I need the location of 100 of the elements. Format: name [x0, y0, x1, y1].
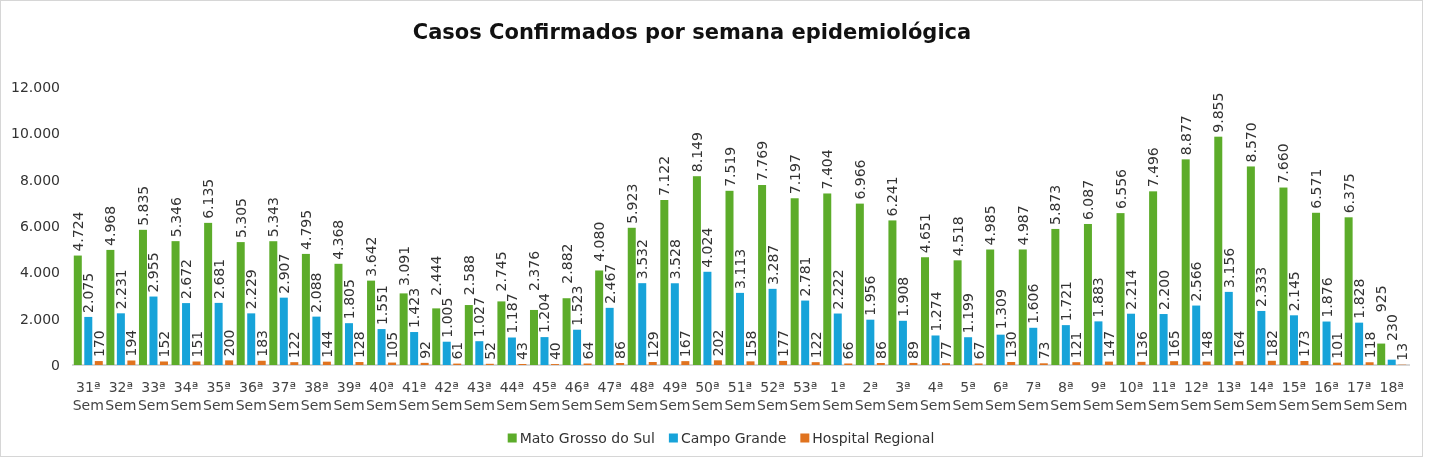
y-tick-label: 0	[51, 357, 60, 373]
bar	[1149, 191, 1158, 365]
data-label: 2.681	[210, 258, 227, 299]
bar	[713, 360, 722, 365]
bar	[1322, 321, 1331, 365]
bar	[801, 300, 810, 365]
data-label: 4.651	[917, 213, 934, 254]
bar	[1246, 166, 1255, 365]
bar	[301, 253, 310, 365]
data-label: 1.204	[536, 292, 553, 334]
data-label: 7.122	[656, 155, 673, 197]
data-label: 4.795	[297, 209, 314, 250]
x-tick-label: 38ª Sem	[300, 379, 332, 413]
data-label: 2.222	[829, 269, 846, 310]
bar	[367, 280, 376, 365]
data-label: 158	[742, 330, 759, 358]
data-label: 3.528	[666, 239, 683, 280]
x-tick-label: 3ª Sem	[887, 379, 919, 413]
data-label: 1.606	[1025, 283, 1042, 324]
data-label: 5.835	[134, 185, 151, 226]
bar	[1072, 362, 1081, 365]
x-tick-label: 45ª Sem	[528, 379, 561, 413]
bar	[790, 198, 799, 365]
y-tick-label: 10.000	[11, 125, 60, 142]
bar	[182, 303, 191, 365]
bar	[1094, 321, 1103, 365]
x-tick-label: 4ª Sem	[919, 379, 952, 413]
data-label: 925	[1373, 285, 1390, 313]
bar	[171, 241, 180, 365]
data-label: 147	[1100, 330, 1117, 358]
bar	[529, 309, 538, 365]
data-label: 61	[449, 341, 466, 360]
x-tick-label: 14ª Sem	[1245, 379, 1277, 413]
data-label: 3.113	[732, 248, 748, 289]
y-tick-label: 12.000	[11, 79, 60, 95]
data-label: 4.368	[330, 219, 347, 260]
bar	[1355, 322, 1364, 365]
x-tick-label: 39ª Sem	[333, 379, 365, 413]
bar	[204, 222, 213, 365]
bar	[442, 341, 451, 365]
data-label: 151	[188, 330, 205, 358]
bar	[1257, 310, 1266, 365]
bar	[888, 220, 897, 365]
data-label: 2.745	[493, 251, 510, 292]
bar	[746, 361, 755, 365]
bar	[312, 316, 321, 365]
x-tick-label: 16ª Sem	[1310, 379, 1343, 413]
data-label: 2.588	[460, 255, 477, 296]
bar	[94, 361, 103, 365]
bar	[159, 361, 168, 365]
data-label: 67	[970, 341, 987, 360]
x-tick-label: 37ª Sem	[268, 379, 300, 413]
data-label: 4.518	[949, 216, 966, 257]
legend-label: Campo Grande	[680, 430, 787, 446]
x-tick-label: 7ª Sem	[1017, 379, 1049, 413]
data-label: 6.571	[1308, 168, 1325, 209]
data-label: 1.423	[406, 287, 423, 329]
data-label: 1.187	[503, 293, 520, 334]
bar	[758, 185, 767, 365]
data-label: 1.551	[373, 284, 390, 326]
bar	[595, 270, 604, 365]
x-tick-label: 11ª Sem	[1148, 379, 1180, 413]
x-tick-label: 5ª Sem	[952, 379, 984, 413]
data-label: 2.214	[1123, 269, 1140, 310]
bar	[290, 362, 299, 365]
y-tick-label: 8.000	[19, 171, 60, 188]
bar	[410, 332, 419, 365]
data-label: 4.024	[699, 227, 716, 268]
data-label: 92	[416, 341, 433, 359]
bar	[399, 293, 408, 365]
chart-title: Casos Confirmados por semana epidemiológica	[412, 20, 972, 44]
bar	[681, 361, 690, 365]
data-label: 1.805	[340, 279, 357, 320]
x-tick-label: 12ª Sem	[1180, 379, 1212, 413]
bar	[898, 320, 907, 365]
data-label: 2.882	[558, 243, 575, 284]
bar	[1018, 249, 1027, 365]
bar	[1224, 291, 1233, 365]
data-label: 7.769	[754, 140, 771, 182]
data-label: 3.532	[634, 239, 651, 280]
data-label: 9.855	[1210, 92, 1227, 133]
bar	[214, 302, 223, 365]
bar	[562, 298, 571, 365]
bar	[1312, 212, 1321, 365]
bar	[670, 283, 679, 365]
bar	[420, 362, 429, 365]
x-tick-label: 52ª Sem	[757, 379, 789, 413]
x-tick-label: 50ª Sem	[691, 379, 723, 413]
bar	[1300, 360, 1309, 365]
data-label: 2.672	[178, 259, 195, 300]
data-label: 1.274	[927, 291, 944, 332]
bar	[779, 360, 788, 365]
x-tick-label: 13ª Sem	[1213, 379, 1245, 413]
data-label: 4.985	[982, 205, 999, 246]
data-label: 5.873	[1047, 184, 1064, 225]
data-label: 2.566	[1188, 261, 1205, 302]
x-tick-label: 2ª Sem	[854, 379, 886, 413]
bar	[1007, 361, 1016, 365]
data-label: 40	[546, 342, 563, 361]
bar	[355, 362, 364, 365]
